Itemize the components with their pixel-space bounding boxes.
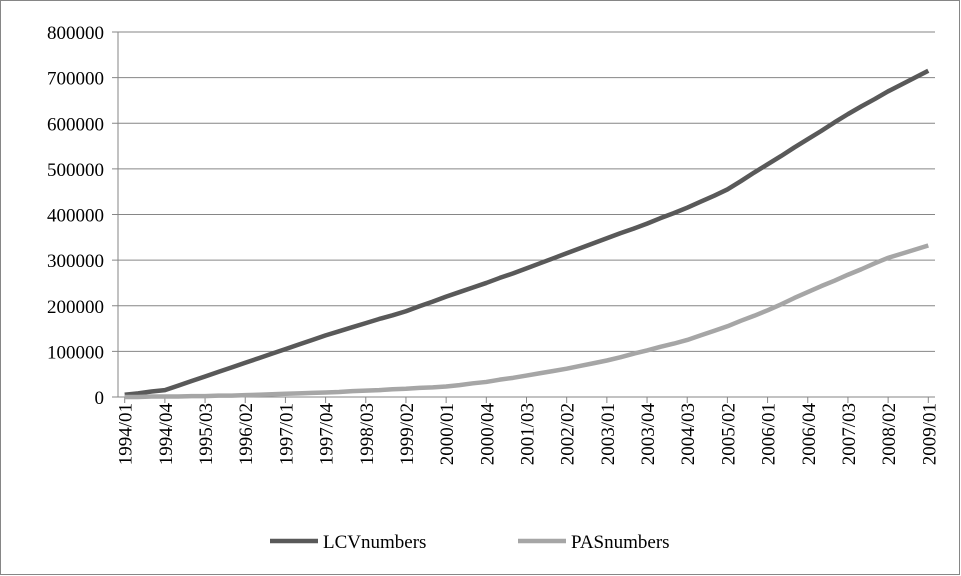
x-tick-label: 2002/02 <box>558 403 579 465</box>
x-tick-label: 1995/03 <box>196 403 217 465</box>
legend-label: PASnumbers <box>571 532 670 553</box>
y-tick-label: 400000 <box>47 206 104 227</box>
x-tick-label: 2003/01 <box>598 403 619 465</box>
series-line <box>124 243 929 400</box>
x-tick-label: 1999/02 <box>397 403 418 465</box>
x-tick-label: 1997/01 <box>276 403 297 465</box>
y-tick-label: 500000 <box>47 160 104 181</box>
x-tick-label: 2006/01 <box>759 403 780 465</box>
x-tick-label: 2000/01 <box>437 403 458 465</box>
x-tick-label: 1996/02 <box>236 403 257 465</box>
x-tick-label: 2009/01 <box>919 403 940 465</box>
y-tick-label: 100000 <box>47 342 104 363</box>
x-tick-label: 2005/02 <box>718 403 739 465</box>
x-tick-label: 2000/04 <box>477 403 498 466</box>
x-tick-label: 2003/04 <box>638 403 659 466</box>
y-tick-label: 0 <box>95 388 105 409</box>
y-tick-label: 300000 <box>47 251 104 272</box>
x-tick-label: 1994/04 <box>156 403 177 466</box>
y-tick-label: 700000 <box>47 69 104 90</box>
y-tick-label: 600000 <box>47 114 104 135</box>
x-tick-label: 2004/03 <box>678 403 699 465</box>
legend-label: LCVnumbers <box>323 532 426 553</box>
x-tick-label: 1998/03 <box>357 403 378 465</box>
y-tick-label: 800000 <box>47 23 104 44</box>
x-tick-label: 2008/02 <box>879 403 900 465</box>
x-tick-label: 2001/03 <box>518 403 539 465</box>
y-tick-label: 200000 <box>47 297 104 318</box>
x-tick-label: 1997/04 <box>317 403 338 466</box>
series-line <box>124 68 930 397</box>
x-tick-label: 2006/04 <box>799 403 820 466</box>
x-tick-label: 2007/03 <box>839 403 860 465</box>
x-tick-label: 1994/01 <box>116 403 137 465</box>
